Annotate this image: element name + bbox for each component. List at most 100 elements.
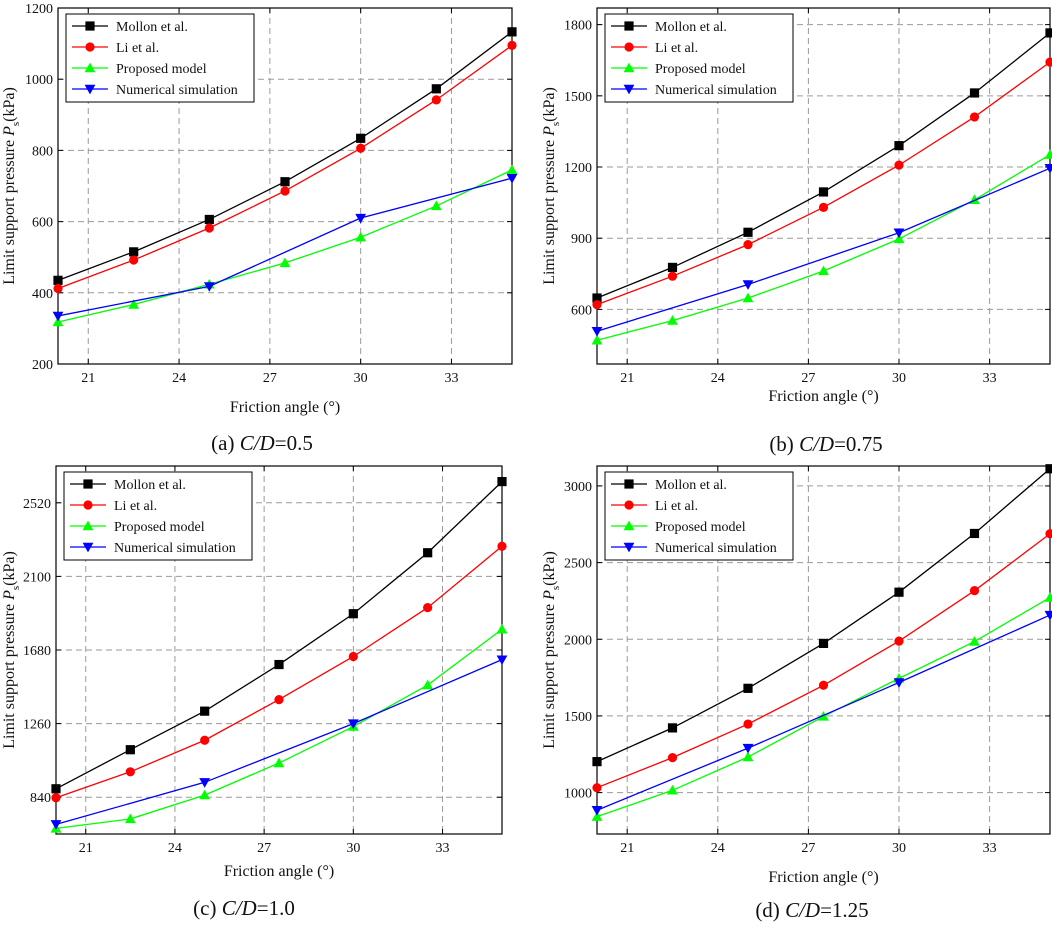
data-point	[591, 334, 603, 345]
plot-frame	[57, 7, 513, 365]
caption-prefix: (c)	[193, 896, 222, 920]
caption-value: =0.5	[275, 431, 313, 455]
data-point	[53, 275, 63, 285]
data-point	[1044, 592, 1052, 602]
data-point	[743, 719, 753, 729]
x-tick-label: 24	[168, 841, 182, 856]
y-tick-label: 1200	[564, 161, 592, 176]
y-tick-label: 1500	[564, 710, 592, 725]
legend-marker	[624, 479, 634, 489]
data-point	[969, 636, 980, 646]
legend-label: Proposed model	[655, 520, 746, 535]
y-tick-label: 2520	[23, 497, 51, 512]
x-tick-label: 21	[79, 841, 93, 856]
data-point	[199, 778, 211, 788]
data-point	[742, 743, 754, 754]
x-tick-label: 30	[892, 371, 906, 386]
data-point	[280, 177, 290, 187]
caption-value: =1.25	[820, 898, 869, 922]
caption-ratio: C/D	[240, 431, 275, 455]
legend-marker	[624, 500, 634, 510]
series-line-3	[596, 167, 1051, 332]
data-point	[969, 88, 980, 98]
x-tick-label: 33	[983, 371, 997, 386]
x-axis-label: Friction angle (°)	[768, 388, 878, 405]
data-point	[52, 311, 64, 322]
data-point	[1045, 57, 1052, 67]
legend-marker	[85, 21, 95, 31]
legend-label: Li et al.	[655, 41, 698, 56]
caption-prefix: (a)	[211, 431, 240, 455]
x-tick-label: 24	[172, 371, 186, 386]
legend-marker	[85, 42, 95, 52]
caption-value: =1.0	[257, 896, 295, 920]
data-point	[356, 143, 366, 153]
y-tick-label: 2500	[564, 557, 592, 572]
data-point	[893, 233, 905, 244]
data-point	[50, 820, 62, 830]
data-point	[274, 694, 284, 705]
series-line-1	[596, 533, 1051, 789]
y-axis-label-unit: (kPa)	[1, 87, 18, 122]
series-line-2	[55, 628, 503, 830]
y-axis-label-main: Limit support pressure	[1, 136, 18, 285]
y-axis-label-main: Limit support pressure	[1, 600, 18, 749]
data-point	[431, 95, 441, 105]
data-point	[129, 247, 139, 257]
data-point	[506, 164, 518, 175]
data-point	[894, 160, 904, 170]
x-tick-label: 21	[620, 371, 634, 386]
data-point	[204, 223, 214, 233]
x-axis-label: Friction angle (°)	[768, 869, 878, 886]
data-point	[422, 679, 434, 690]
legend: Mollon et al. Li et al. Proposed model Nume…	[63, 471, 253, 561]
legend-label: Mollon et al.	[114, 478, 186, 493]
legend-label: Li et al.	[114, 499, 157, 514]
data-point	[742, 292, 754, 303]
legend: Mollon et al. Li et al. Proposed model Nume…	[65, 13, 255, 103]
y-axis-label-unit: (kPa)	[541, 87, 558, 122]
x-tick-label: 30	[346, 841, 360, 856]
legend-label: Numerical simulation	[655, 541, 777, 556]
data-point	[348, 651, 358, 662]
x-tick-label: 27	[801, 841, 815, 856]
y-tick-label: 400	[32, 287, 53, 302]
caption-ratio: C/D	[799, 432, 834, 456]
data-point	[200, 735, 210, 745]
data-point	[356, 133, 366, 143]
data-point	[592, 293, 602, 303]
data-point	[591, 327, 603, 337]
legend-label: Proposed model	[116, 62, 207, 77]
data-point	[1044, 164, 1052, 174]
data-point	[742, 751, 754, 762]
data-point	[128, 299, 140, 309]
legend-marker	[624, 21, 634, 31]
data-point	[894, 141, 904, 151]
data-point	[743, 240, 753, 250]
data-point	[348, 609, 358, 619]
data-point	[592, 783, 602, 793]
y-tick-label: 1800	[564, 19, 592, 34]
data-point	[274, 659, 284, 670]
legend-marker	[82, 542, 94, 553]
legend-marker	[624, 42, 634, 52]
data-point	[273, 757, 285, 768]
legend-box	[604, 13, 794, 103]
x-axis-label: Friction angle (°)	[230, 399, 340, 416]
data-point	[506, 173, 518, 184]
legend: Mollon et al. Li et al. Proposed model Nume…	[604, 13, 794, 103]
caption-prefix: (b)	[769, 432, 799, 456]
y-tick-label: 1200	[25, 2, 53, 17]
y-axis-label-sub: s	[550, 122, 562, 126]
legend: Mollon et al. Li et al. Proposed model Nume…	[604, 471, 794, 561]
data-point	[893, 228, 905, 239]
caption-value: =0.75	[834, 432, 883, 456]
plot-frame	[596, 465, 1051, 835]
y-axis-label-var: P	[1, 590, 18, 601]
x-tick-label: 27	[257, 841, 271, 856]
legend-label: Li et al.	[116, 41, 159, 56]
data-point	[667, 315, 678, 325]
data-point	[818, 202, 829, 212]
data-point	[591, 806, 603, 816]
